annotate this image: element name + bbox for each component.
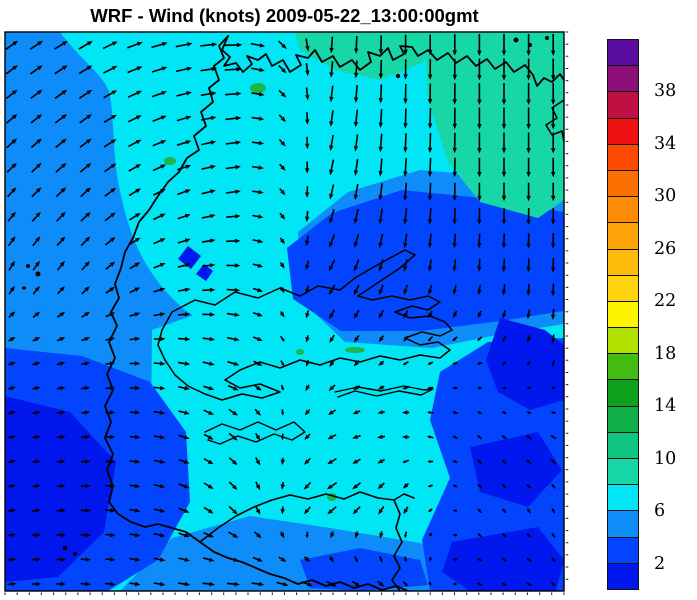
colorbar-cell-24-26	[608, 248, 638, 275]
colorbar-tick-38: 38	[654, 81, 677, 102]
map-frame-ticks	[4, 31, 569, 595]
colorbar-cell-10-12	[608, 431, 638, 458]
colorbar-cell-30-32	[608, 169, 638, 197]
coast-long-inlet	[334, 385, 434, 398]
coast-northeast-hook	[545, 99, 564, 143]
coast-estuary-lake	[157, 249, 453, 401]
colorbar-cell-8-10	[608, 458, 638, 485]
region-green-spot-2	[164, 157, 176, 165]
wind-arrow-shafts	[5, 34, 557, 587]
region-navy-diamond-1	[178, 246, 201, 269]
plot-title: WRF - Wind (knots) 2009-05-22_13:00:00gm…	[90, 5, 479, 26]
colorbar-cell-34-36	[608, 117, 638, 144]
colorbar-cell-14-16	[608, 379, 638, 406]
colorbar-tick-26: 26	[654, 238, 677, 259]
coast-west-south	[104, 35, 409, 591]
coastline	[22, 35, 564, 591]
colorbar-cell-40-42	[608, 40, 638, 66]
colorbar-cell-26-28	[608, 222, 638, 249]
islets	[22, 36, 549, 556]
colorbar-cell-36-38	[608, 91, 638, 118]
region-turquoise-coast-band	[295, 32, 430, 80]
colorbar-cell-18-20	[608, 327, 638, 354]
colorbar-cell-32-34	[608, 143, 638, 170]
colorbar-cell-16-18	[608, 353, 638, 380]
region-cyan-center	[148, 302, 388, 591]
colorbar-tick-22: 22	[654, 291, 677, 312]
coast-south-bay	[204, 421, 306, 445]
wind-arrow-heads	[9, 40, 556, 587]
colorbar-cell-22-24	[608, 274, 638, 301]
coast-river-branch	[199, 491, 415, 543]
colorbar-cell-28-30	[608, 196, 638, 223]
colorbar-cell-20-22	[608, 300, 638, 328]
region-green-spot-5	[296, 349, 304, 355]
colorbar-tick-18: 18	[654, 343, 677, 364]
colorbar-cell-38-40	[608, 65, 638, 92]
region-navy-diamond-2	[196, 264, 213, 281]
colorbar-cell-0-2	[608, 562, 638, 589]
colorbar-tick-6: 6	[654, 501, 666, 522]
colorbar-cell-12-14	[608, 405, 638, 432]
wind-arrows	[5, 34, 557, 587]
colorbar-tick-2: 2	[654, 553, 666, 574]
region-green-spot-1	[250, 83, 266, 93]
region-navy-right-1	[470, 432, 562, 507]
colorbar-tick-34: 34	[654, 133, 677, 154]
colorbar-tick-30: 30	[654, 186, 677, 207]
region-royal-tongue	[287, 190, 564, 331]
colorbar-cell-6-8	[608, 484, 638, 511]
colorbar-cell-2-4	[608, 536, 638, 563]
region-navy-right-3	[486, 318, 564, 410]
colorbar-cell-4-6	[608, 510, 638, 537]
colorbar-tick-14: 14	[654, 396, 677, 417]
region-green-spot-4	[345, 347, 365, 353]
coast-south-drop	[391, 499, 403, 591]
colorbar	[607, 39, 639, 590]
coast-north	[221, 35, 564, 87]
colorbar-tick-10: 10	[654, 448, 677, 469]
map-frame	[4, 31, 565, 592]
